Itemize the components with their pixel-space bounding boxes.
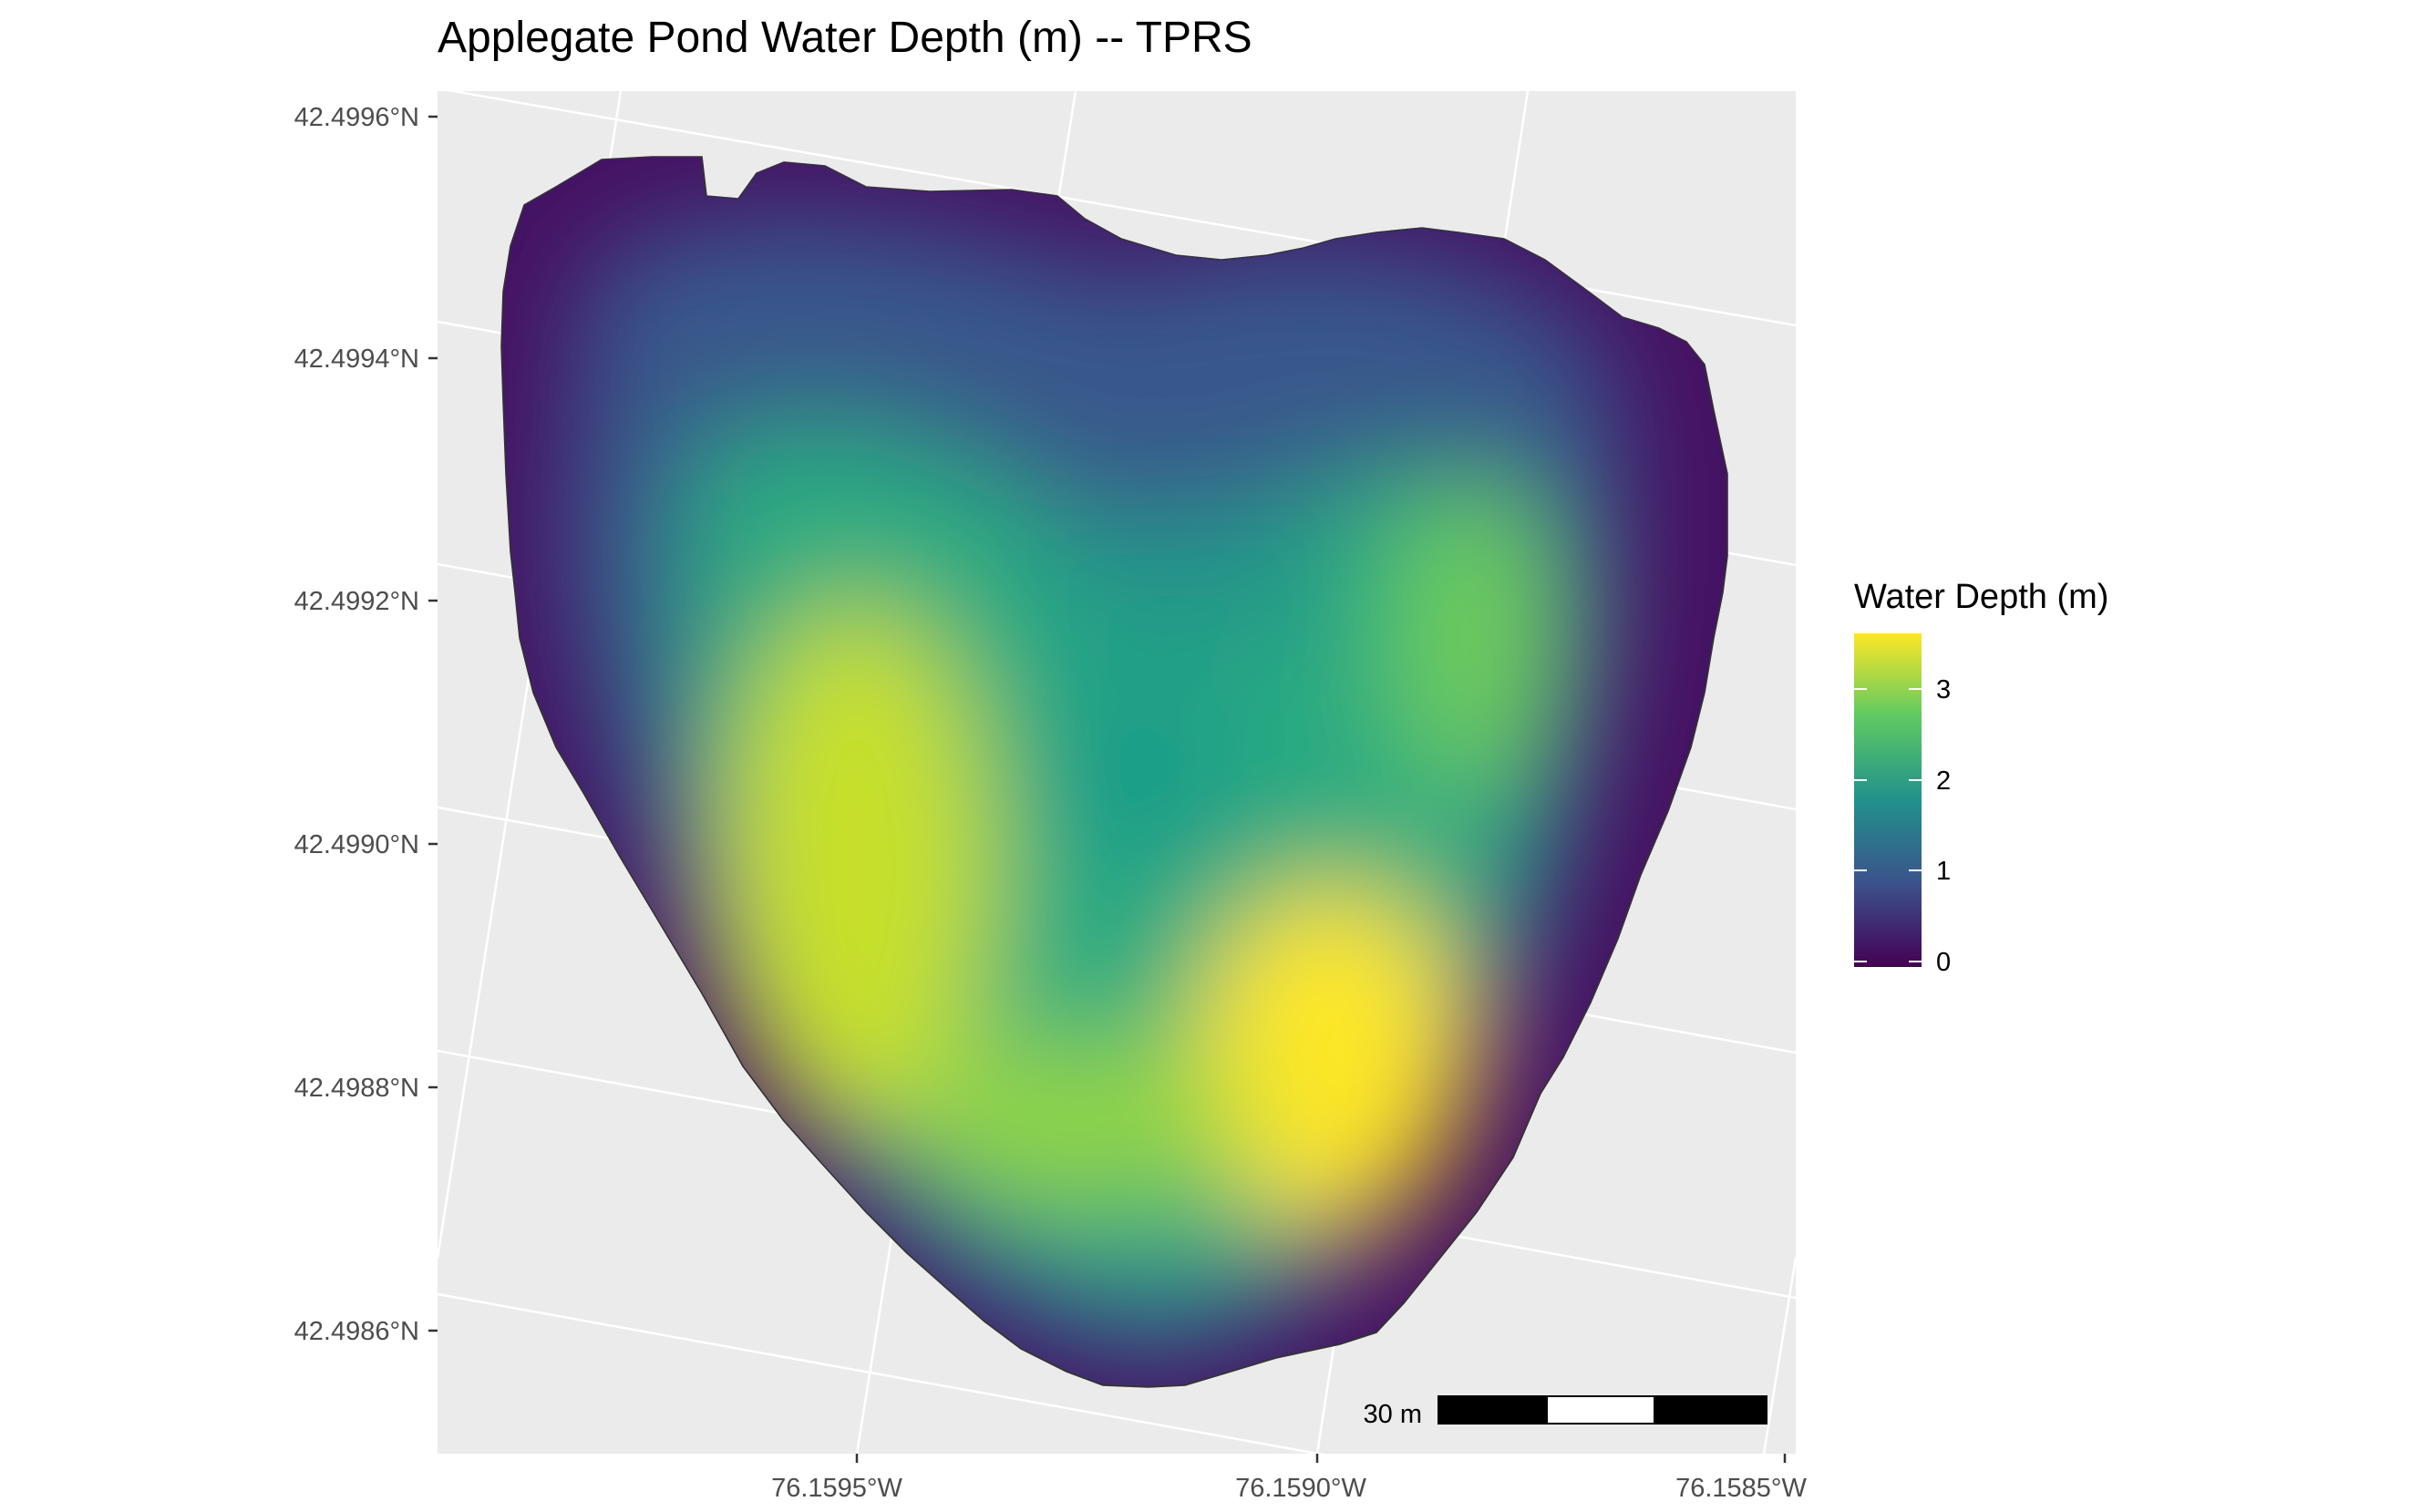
lon-tick-label: 76.1590°W bbox=[1235, 1474, 1366, 1503]
deep-zone-south bbox=[902, 1039, 1249, 1203]
legend-label: 2 bbox=[1936, 766, 1951, 796]
latitude-axis: 42.4996°N 42.4994°N 42.4992°N 42.4990°N … bbox=[294, 103, 438, 1346]
deep-zone-north bbox=[1030, 510, 1340, 656]
lat-tick-label: 42.4994°N bbox=[294, 345, 419, 374]
lat-tick-label: 42.4992°N bbox=[294, 587, 419, 616]
scale-bar-label: 30 m bbox=[1364, 1400, 1422, 1429]
lon-tick-label: 76.1595°W bbox=[771, 1474, 902, 1503]
map-title: Applegate Pond Water Depth (m) -- TPRS bbox=[438, 14, 1252, 62]
legend-title: Water Depth (m) bbox=[1854, 578, 2108, 616]
color-legend: Water Depth (m) 3 2 1 0 bbox=[1854, 578, 2108, 977]
legend-label: 1 bbox=[1936, 857, 1951, 886]
scale-bar-frame bbox=[1438, 1395, 1767, 1425]
graticule-lat-line bbox=[438, 1292, 1324, 1454]
legend-label: 0 bbox=[1936, 948, 1951, 977]
deep-zone-west bbox=[720, 602, 994, 1130]
scale-bar-segment bbox=[1438, 1396, 1548, 1424]
lat-tick-label: 42.4996°N bbox=[294, 103, 419, 132]
legend-colorbar bbox=[1854, 633, 1922, 967]
longitude-axis: 76.1595°W 76.1590°W 76.1585°W bbox=[771, 1454, 1808, 1503]
graticule-lon-line bbox=[1762, 1257, 1796, 1454]
lat-tick-label: 42.4990°N bbox=[294, 830, 419, 859]
lat-tick-label: 42.4986°N bbox=[294, 1317, 419, 1346]
scale-bar: 30 m bbox=[1364, 1395, 1767, 1429]
legend-label: 3 bbox=[1936, 675, 1951, 705]
lat-tick-label: 42.4988°N bbox=[294, 1074, 419, 1103]
pond-outline bbox=[500, 156, 1728, 1388]
scale-bar-segment bbox=[1654, 1396, 1767, 1424]
lon-tick-label: 76.1585°W bbox=[1675, 1474, 1807, 1503]
scale-bar-segment bbox=[1548, 1396, 1654, 1424]
deep-zone-northeast bbox=[1395, 483, 1559, 793]
deep-zone-center bbox=[1030, 674, 1249, 875]
deep-zone-southeast bbox=[1194, 884, 1468, 1230]
